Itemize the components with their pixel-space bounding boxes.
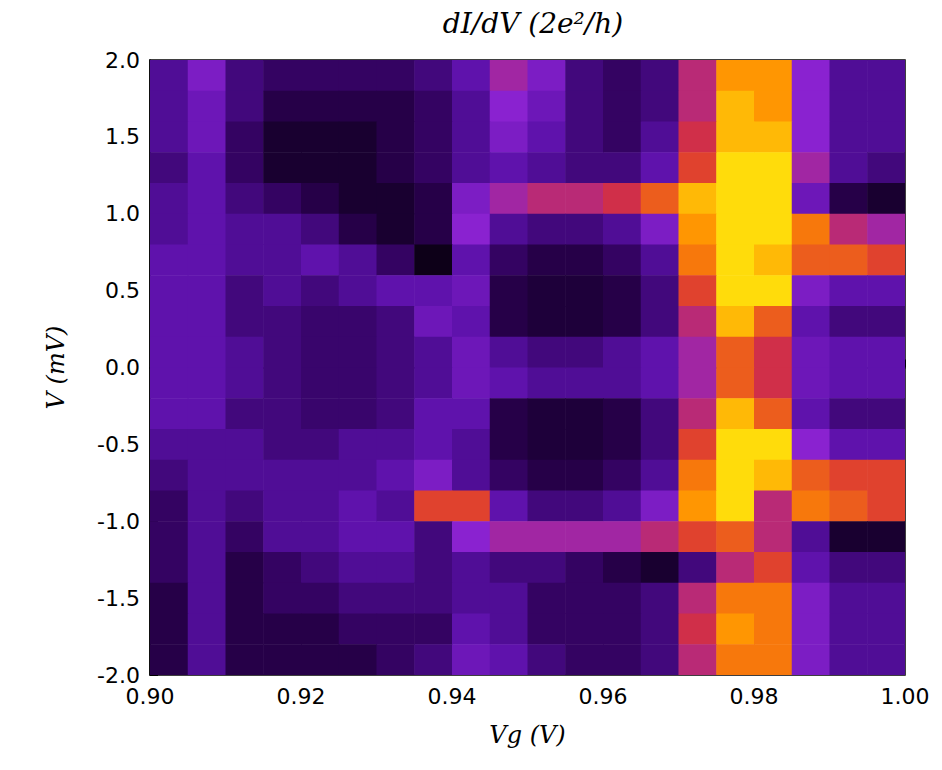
svg-text:2.0: 2.0 [105, 48, 140, 73]
svg-text:0.5: 0.5 [105, 278, 140, 303]
svg-text:0.98: 0.98 [730, 684, 779, 709]
svg-text:1.5: 1.5 [105, 124, 140, 149]
svg-text:-1.0: -1.0 [97, 509, 140, 534]
svg-text:dI/dV (2e²/h): dI/dV (2e²/h) [443, 7, 623, 40]
svg-text:1.00: 1.00 [881, 684, 930, 709]
svg-text:V (mV): V (mV) [42, 326, 70, 410]
svg-text:0.0: 0.0 [105, 355, 140, 380]
svg-text:0.90: 0.90 [126, 684, 175, 709]
svg-text:-0.5: -0.5 [97, 432, 140, 457]
svg-text:0.94: 0.94 [428, 684, 477, 709]
svg-text:1.0: 1.0 [105, 201, 140, 226]
svg-text:-2.0: -2.0 [97, 662, 140, 688]
svg-text:0.92: 0.92 [277, 684, 326, 709]
svg-text:0.96: 0.96 [579, 684, 628, 709]
svg-text:-1.5: -1.5 [97, 586, 140, 611]
svg-text:Vg (V): Vg (V) [489, 721, 565, 749]
